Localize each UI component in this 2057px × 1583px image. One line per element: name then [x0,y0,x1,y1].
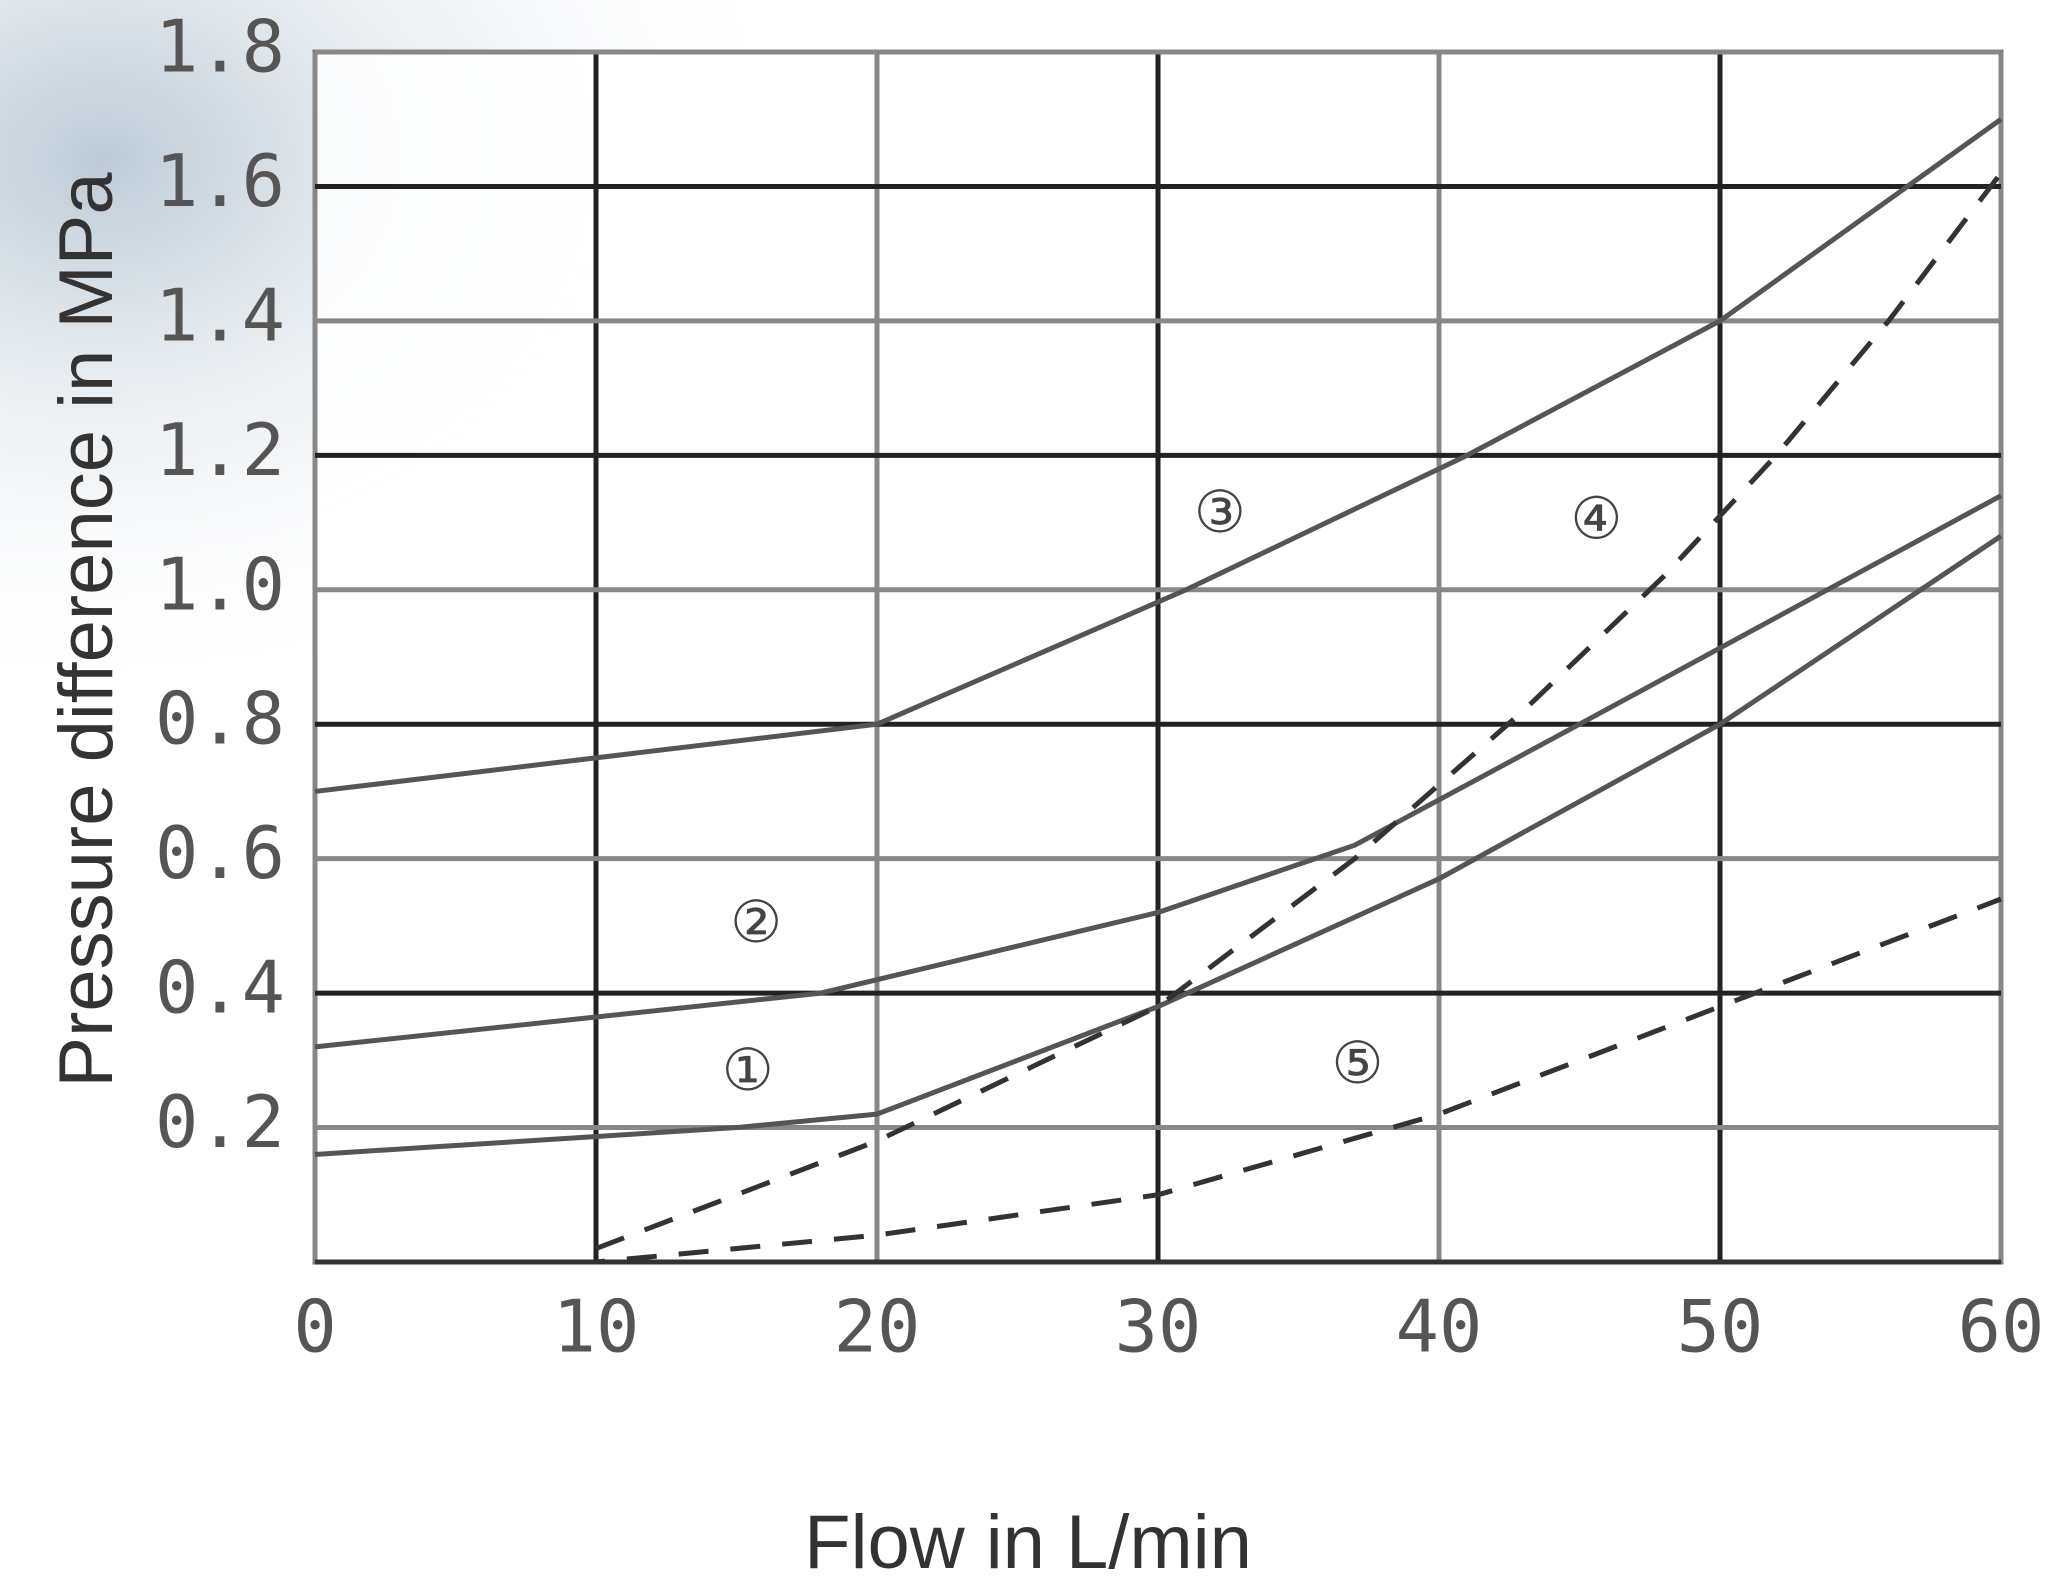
y-tick-label: 1.2 [155,408,285,492]
x-tick-label: 60 [1958,1285,2045,1369]
annotation: ⑤ [1332,1029,1384,1097]
y-tick-label: 1.0 [155,542,285,626]
x-axis-label: Flow in L/min [804,1500,1252,1583]
y-tick-label: 0.8 [155,677,285,761]
y-tick-label: 1.4 [155,273,285,357]
x-tick-label: 20 [834,1285,921,1369]
series-line [314,117,2003,794]
y-axis-label: Pressure difference in MPa [44,172,129,1088]
y-tick-label: 0.6 [155,811,285,895]
y-tick-label: 0.2 [155,1080,285,1164]
x-tick-label: 30 [1115,1285,1202,1369]
y-tick-label: 1.6 [155,139,285,223]
series-line [314,493,2003,1050]
annotation: ④ [1570,485,1622,553]
series-line [315,896,2002,1265]
x-tick-label: 0 [293,1285,336,1369]
y-tick-label: 0.4 [155,946,285,1030]
x-tick-label: 50 [1677,1285,1764,1369]
annotation: ① [722,1036,774,1104]
x-tick-label: 10 [553,1285,640,1369]
x-tick-label: 40 [1396,1285,1483,1369]
annotation: ③ [1194,478,1246,546]
y-tick-label: 1.8 [155,5,285,89]
series-line [314,533,2003,1157]
annotation: ② [730,888,782,956]
